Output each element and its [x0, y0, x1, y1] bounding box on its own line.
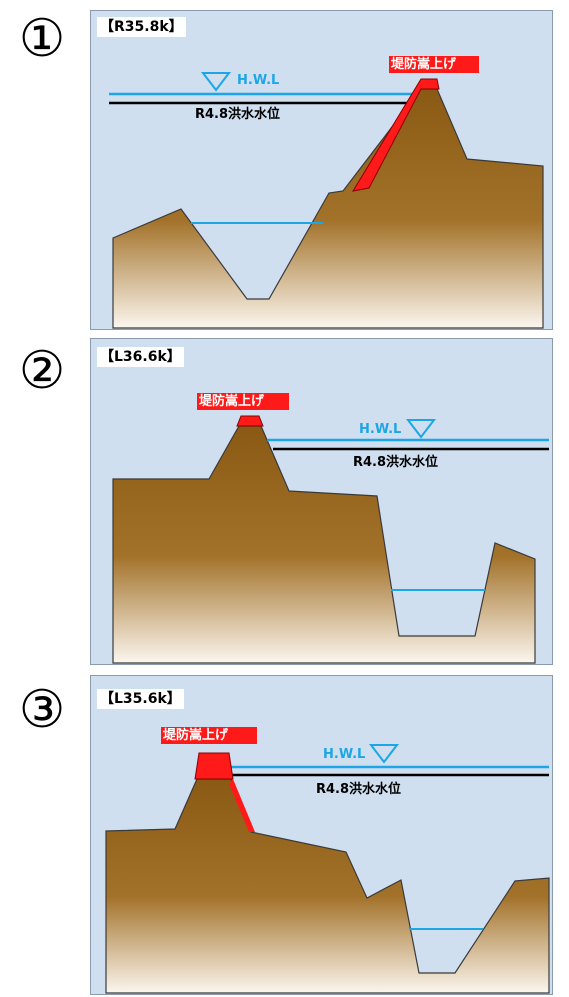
levee-raise-shape: [351, 78, 440, 192]
flood-level-label: R4.8洪水水位: [316, 782, 402, 797]
hwl-label: H.W.L: [359, 422, 402, 437]
cross-section-panel-2: 【L36.6k】 堤防嵩上げ H.W.L R4.8洪水水位: [90, 338, 553, 665]
levee-raise-label: 堤防嵩上げ: [161, 727, 257, 744]
ground-profile: [105, 778, 550, 994]
hwl-label: H.W.L: [323, 747, 366, 762]
section-number-3: ③: [18, 680, 66, 740]
levee-raise-label: 堤防嵩上げ: [389, 56, 479, 73]
levee-raise-shape: [236, 415, 264, 427]
cross-section-panel-1: 【R35.8k】 堤防嵩上げ H.W.L R4.8洪水水位: [90, 10, 553, 330]
flood-level-label: R4.8洪水水位: [353, 455, 439, 470]
cross-section-diagram-3: [105, 744, 550, 994]
ground-profile: [112, 425, 536, 664]
hwl-label: H.W.L: [237, 73, 280, 88]
hwl-marker-icon: [368, 744, 400, 764]
section-label: 【L35.6k】: [97, 689, 184, 709]
levee-raise-label: 堤防嵩上げ: [197, 393, 289, 410]
section-label: 【R35.8k】: [97, 17, 186, 37]
cross-section-diagram-1: [109, 72, 544, 329]
section-number-2: ②: [18, 341, 66, 401]
hwl-marker-icon: [200, 72, 232, 92]
levee-raise-slope-icon: [229, 779, 255, 832]
flood-level-label: R4.8洪水水位: [195, 107, 281, 122]
section-label: 【L36.6k】: [97, 347, 184, 367]
cross-section-panel-3: 【L35.6k】 堤防嵩上げ H.W.L R4.8洪水水位: [90, 675, 553, 995]
hwl-marker-icon: [405, 419, 437, 439]
section-number-1: ①: [18, 9, 66, 69]
levee-raise-shape: [194, 752, 234, 780]
cross-section-diagram-2: [112, 415, 549, 664]
ground-profile: [112, 88, 544, 329]
